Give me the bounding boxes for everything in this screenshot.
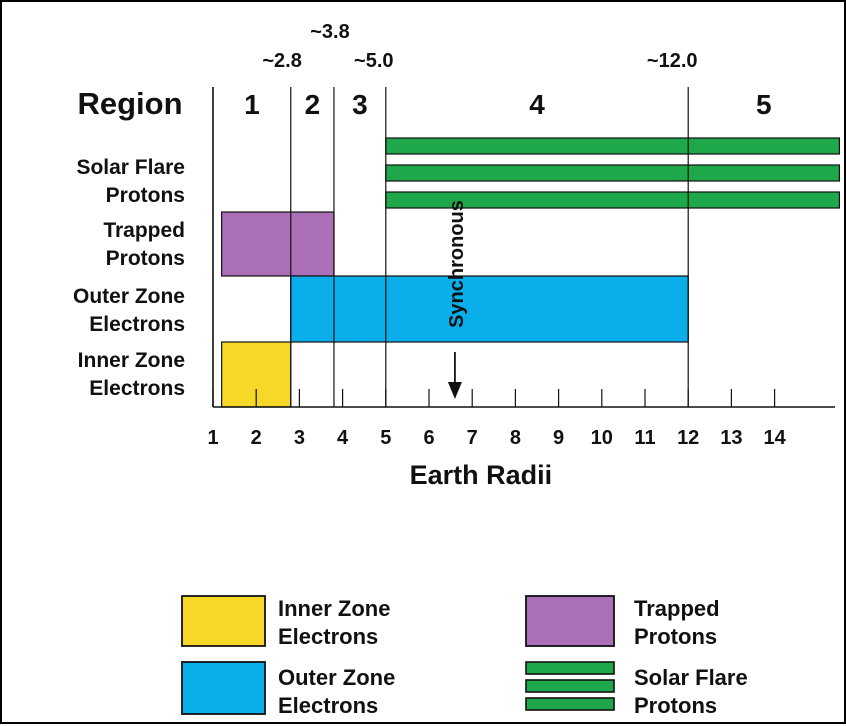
- boundary-label: ~2.8: [262, 50, 301, 72]
- row-label-outer: Outer Zone: [73, 285, 185, 308]
- x-tick-label: 5: [380, 427, 391, 449]
- row-label-inner: Inner Zone: [78, 349, 185, 372]
- region-number: 4: [529, 89, 545, 120]
- region-number: 1: [244, 89, 260, 120]
- x-tick-label: 2: [251, 427, 262, 449]
- synchronous-label: Synchronous: [446, 200, 468, 328]
- x-axis-title: Earth Radii: [410, 460, 553, 490]
- region-number: 5: [756, 89, 772, 120]
- x-tick-label: 13: [720, 427, 742, 449]
- legend-swatch-trapped: [525, 595, 615, 647]
- x-tick-label: 6: [423, 427, 434, 449]
- legend-label-inner: Inner Zone: [278, 596, 390, 621]
- x-tick-label: 12: [677, 427, 699, 449]
- legend-label-trapped: Trapped: [634, 596, 720, 621]
- legend-label-outer: Electrons: [278, 693, 378, 718]
- x-tick-label: 14: [763, 427, 786, 449]
- x-tick-label: 11: [634, 427, 655, 449]
- row-label-solar: Protons: [106, 184, 185, 207]
- legend-label-inner: Electrons: [278, 624, 378, 649]
- legend-swatch-outer: [181, 661, 266, 715]
- legend-swatch-inner: [181, 595, 266, 647]
- row-label-trapped: Trapped: [103, 219, 185, 242]
- bar-trapped: [221, 211, 335, 277]
- legend-swatch-solar-stripe-1: [525, 661, 615, 675]
- boundary-label: ~3.8: [310, 21, 349, 43]
- row-label-solar: Solar Flare: [76, 156, 185, 179]
- x-tick-label: 3: [294, 427, 305, 449]
- region-header: Region: [77, 86, 182, 121]
- x-tick-label: 1: [207, 427, 218, 449]
- bar-solar-stripe-1: [385, 137, 840, 155]
- bar-outer: [290, 275, 689, 343]
- row-label-outer: Electrons: [89, 313, 185, 336]
- x-tick-label: 4: [337, 427, 349, 449]
- x-tick-label: 7: [467, 427, 478, 449]
- synchronous-arrow-head: [447, 382, 462, 399]
- x-tick-label: 9: [553, 427, 564, 449]
- bar-solar-stripe-2: [385, 164, 840, 182]
- boundary-label: ~12.0: [647, 50, 698, 72]
- boundary-label: ~5.0: [354, 50, 393, 72]
- x-tick-label: 8: [510, 427, 521, 449]
- region-number: 3: [352, 89, 368, 120]
- row-label-inner: Electrons: [89, 377, 185, 400]
- legend-label-trapped: Protons: [634, 624, 717, 649]
- region-number: 2: [305, 89, 321, 120]
- legend-label-solar: Solar Flare: [634, 665, 748, 690]
- x-tick-label: 10: [591, 427, 613, 449]
- legend-label-solar: Protons: [634, 693, 717, 718]
- legend-swatch-solar-stripe-3: [525, 697, 615, 711]
- legend-label-outer: Outer Zone: [278, 665, 395, 690]
- row-label-trapped: Protons: [106, 247, 185, 270]
- legend-swatch-solar-stripe-2: [525, 679, 615, 693]
